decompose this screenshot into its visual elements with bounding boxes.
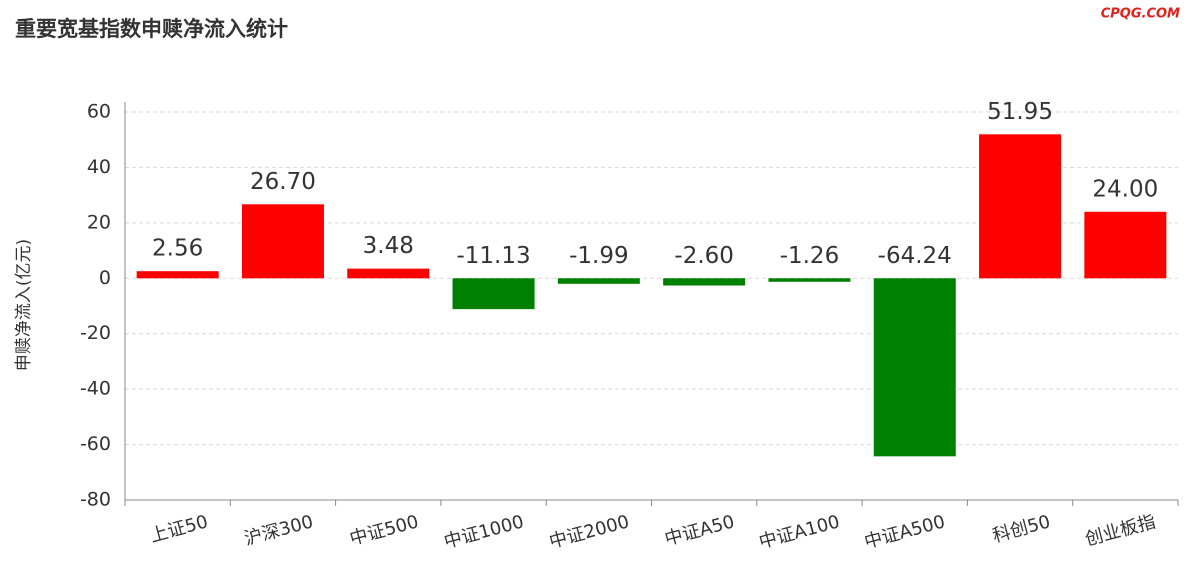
value-label: -11.13 — [456, 243, 530, 269]
y-tick-label: -20 — [80, 322, 111, 344]
value-label: 3.48 — [363, 233, 414, 259]
value-label: -1.99 — [569, 243, 629, 269]
x-tick-label: 沪深300 — [242, 511, 315, 549]
bar — [768, 278, 851, 282]
x-tick-label: 中证1000 — [442, 511, 526, 552]
x-tick-label: 上证50 — [148, 511, 210, 547]
y-tick-label: -80 — [80, 489, 111, 511]
x-tick-label: 中证2000 — [547, 511, 631, 552]
bar — [241, 204, 324, 279]
bar — [979, 134, 1062, 279]
x-tick-label: 中证A500 — [862, 511, 947, 553]
value-label: 51.95 — [987, 99, 1053, 125]
y-tick-label: 20 — [87, 211, 111, 233]
x-tick-label: 创业板指 — [1083, 511, 1158, 550]
value-label: 26.70 — [250, 169, 316, 195]
value-label: -64.24 — [878, 243, 952, 269]
y-axis-label: 申赎净流入(亿元) — [14, 239, 34, 371]
bar — [1084, 211, 1167, 279]
bar — [136, 271, 219, 279]
value-label: -1.26 — [780, 243, 840, 269]
chart-title: 重要宽基指数申赎净流入统计 — [15, 17, 288, 41]
y-tick-label: -40 — [80, 378, 111, 400]
value-label: 2.56 — [152, 236, 203, 262]
bar — [873, 278, 956, 457]
bar — [557, 278, 640, 284]
x-tick-label: 科创50 — [990, 511, 1052, 547]
y-tick-label: 0 — [99, 267, 111, 289]
y-tick-label: 40 — [87, 156, 111, 178]
x-tick-label: 中证A50 — [663, 511, 737, 550]
watermark: CPQG.COM — [1101, 7, 1180, 22]
y-tick-label: -60 — [80, 433, 111, 455]
bar — [663, 278, 746, 286]
x-tick-label: 中证A100 — [757, 511, 842, 553]
bar — [452, 278, 535, 310]
x-tick-label: 中证500 — [347, 511, 420, 549]
bar — [347, 268, 430, 279]
value-label: -2.60 — [674, 243, 734, 269]
value-label: 24.00 — [1092, 176, 1158, 202]
y-tick-label: 60 — [87, 101, 111, 123]
